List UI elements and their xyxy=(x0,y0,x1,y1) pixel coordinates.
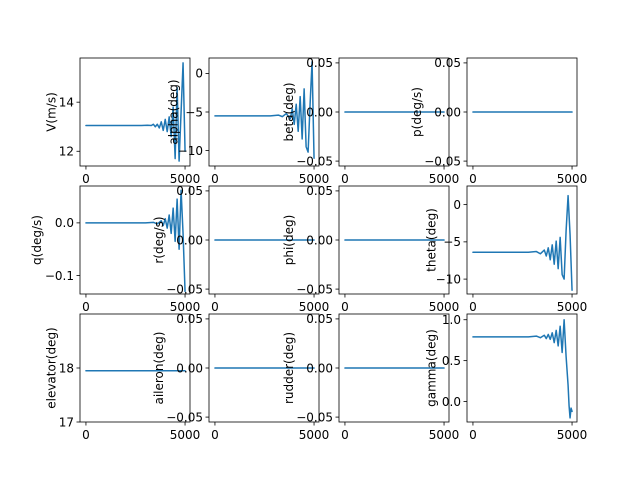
y-axis-label: rudder(deg) xyxy=(282,332,296,404)
x-tick-label: 5000 xyxy=(170,428,201,442)
x-tick-label: 5000 xyxy=(429,428,460,442)
x-tick-label: 0 xyxy=(469,172,477,186)
subplot-3: 0 5000 0.05 0.00 −0.05 p(deg/s) xyxy=(410,56,587,186)
y-tick-label: 0.05 xyxy=(176,312,203,326)
y-axis-label: aileron(deg) xyxy=(152,331,166,404)
subplot-4: 0 5000 0.0 −0.1q(deg/s) xyxy=(30,185,201,314)
y-tick-label: 0.05 xyxy=(306,184,333,198)
y-tick-label: 17 xyxy=(59,415,74,429)
x-tick-label: 5000 xyxy=(170,172,201,186)
x-tick-label: 5000 xyxy=(557,172,588,186)
series-line xyxy=(85,189,186,293)
x-tick-label: 0 xyxy=(211,300,219,314)
y-tick-label: 0.05 xyxy=(434,56,461,70)
y-axis-label: elevator(deg) xyxy=(45,327,59,409)
y-tick-label: 1.0 xyxy=(442,313,461,327)
subplot-11: 0 5000 1.0 0.5 0.0 gamma(deg) xyxy=(424,313,587,442)
y-tick-label: 0.05 xyxy=(176,184,203,198)
subplot-0: 0 5000 12 14V(m/s) xyxy=(45,57,201,186)
x-tick-label: 5000 xyxy=(557,300,588,314)
y-tick-label: 0.5 xyxy=(442,354,461,368)
y-axis-label: theta(deg) xyxy=(424,208,438,272)
x-tick-label: 0 xyxy=(469,428,477,442)
y-tick-label: −0.05 xyxy=(424,154,461,168)
axes-frame xyxy=(79,57,191,167)
subplot-6: 0 5000 0.05 0.00 −0.05 phi(deg) xyxy=(282,184,459,314)
x-tick-label: 0 xyxy=(341,172,349,186)
y-tick-label: 0.0 xyxy=(55,216,74,230)
axes-frame xyxy=(466,313,578,423)
x-tick-label: 0 xyxy=(82,172,90,186)
y-tick-label: 14 xyxy=(59,95,74,109)
y-tick-label: −10 xyxy=(178,144,203,158)
y-tick-label: 12 xyxy=(59,145,74,159)
y-axis-label: phi(deg) xyxy=(282,215,296,266)
y-tick-label: −0.05 xyxy=(296,282,333,296)
y-tick-label: −0.1 xyxy=(45,269,74,283)
series-line xyxy=(472,318,573,419)
y-tick-label: 0.00 xyxy=(176,233,203,247)
y-tick-label: 0.00 xyxy=(306,105,333,119)
y-tick-label: 0 xyxy=(195,67,203,81)
y-axis-label: r(deg/s) xyxy=(152,216,166,263)
y-tick-label: 0.00 xyxy=(306,361,333,375)
y-tick-label: 0 xyxy=(453,198,461,212)
y-tick-label: −5 xyxy=(443,235,461,249)
y-tick-label: −0.05 xyxy=(296,410,333,424)
x-tick-label: 5000 xyxy=(429,172,460,186)
y-tick-label: −0.05 xyxy=(296,154,333,168)
y-axis-label: p(deg/s) xyxy=(410,87,424,137)
y-tick-label: 0.0 xyxy=(442,395,461,409)
y-tick-label: −10 xyxy=(436,272,461,286)
x-tick-label: 0 xyxy=(341,428,349,442)
y-axis-label: gamma(deg) xyxy=(424,329,438,407)
axes-frame xyxy=(79,313,191,423)
x-tick-label: 5000 xyxy=(557,428,588,442)
x-tick-label: 0 xyxy=(82,428,90,442)
series-line xyxy=(214,61,315,160)
y-axis-label: q(deg/s) xyxy=(30,215,44,265)
x-tick-label: 5000 xyxy=(429,300,460,314)
y-axis-label: V(m/s) xyxy=(45,92,59,132)
x-tick-label: 5000 xyxy=(170,300,201,314)
y-axis-label: beta(deg) xyxy=(282,82,296,141)
x-tick-label: 5000 xyxy=(299,300,330,314)
x-tick-label: 5000 xyxy=(299,428,330,442)
y-tick-label: 18 xyxy=(59,361,74,375)
series-line xyxy=(85,62,186,162)
axes-frame xyxy=(79,185,191,295)
x-tick-label: 0 xyxy=(211,172,219,186)
y-tick-label: 0.00 xyxy=(306,233,333,247)
x-tick-label: 0 xyxy=(211,428,219,442)
y-tick-label: 0.00 xyxy=(434,105,461,119)
y-tick-label: −5 xyxy=(185,105,203,119)
y-tick-label: 0.05 xyxy=(306,56,333,70)
axes-frame xyxy=(466,185,578,295)
subplot-5: 0 5000 0.05 0.00 −0.05 r(deg/s) xyxy=(152,184,329,314)
x-tick-label: 5000 xyxy=(299,172,330,186)
x-tick-label: 0 xyxy=(469,300,477,314)
x-tick-label: 0 xyxy=(341,300,349,314)
y-tick-label: 0.00 xyxy=(176,361,203,375)
x-tick-label: 0 xyxy=(82,300,90,314)
y-tick-label: −0.05 xyxy=(166,410,203,424)
y-tick-label: 0.05 xyxy=(306,312,333,326)
series-line xyxy=(472,194,573,292)
y-tick-label: −0.05 xyxy=(166,282,203,296)
y-axis-label: alpha(deg) xyxy=(166,79,180,144)
